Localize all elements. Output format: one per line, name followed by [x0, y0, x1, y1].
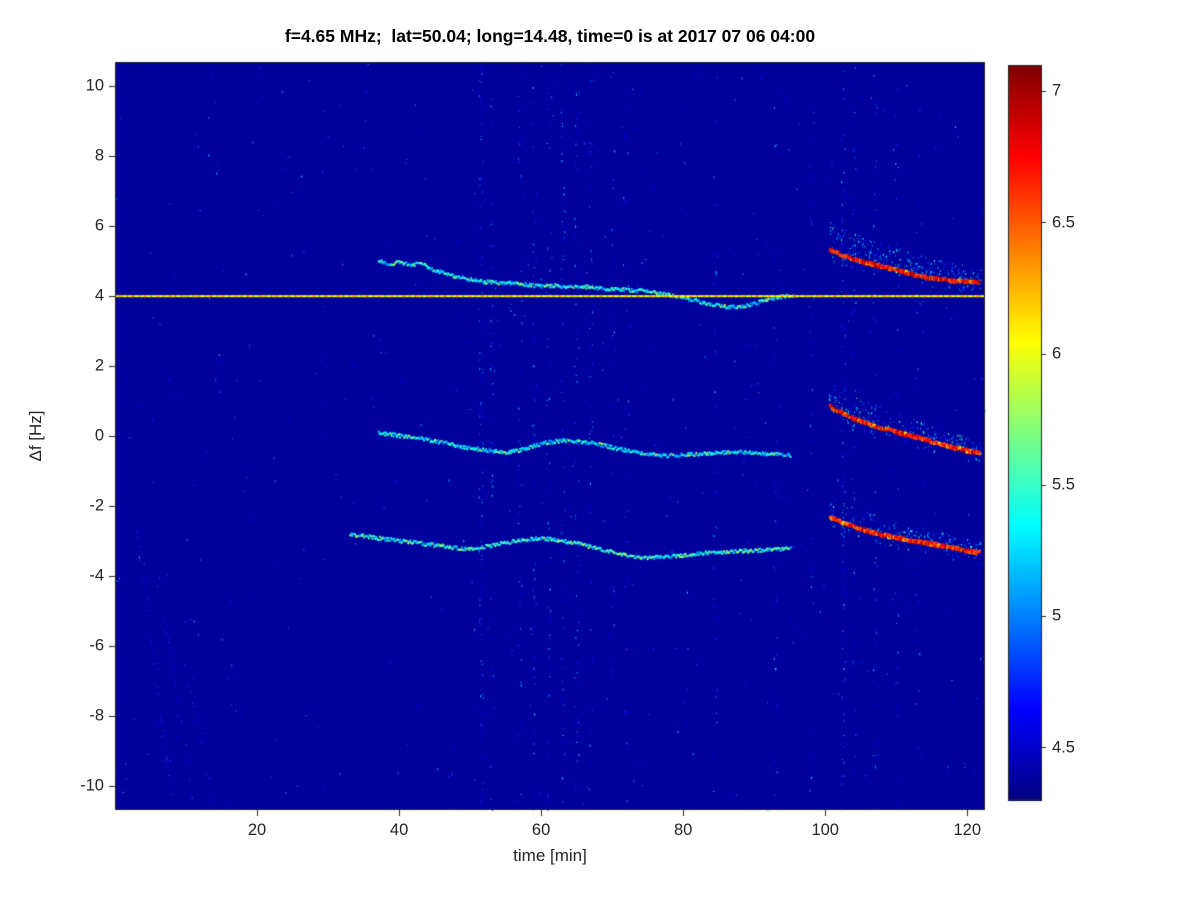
x-axis-label: time [min] [513, 846, 587, 865]
y-tick-label: 0 [94, 426, 104, 445]
chart-title: f=4.65 MHz; lat=50.04; long=14.48, time=… [284, 26, 816, 46]
y-tick-label: 6 [94, 216, 104, 235]
colorbar-tick-label: 7 [1052, 81, 1062, 100]
y-tick-label: -6 [89, 636, 104, 655]
y-tick-label: 4 [94, 286, 104, 305]
y-tick-label: -10 [80, 776, 104, 795]
y-axis-label: Δf [Hz] [26, 410, 45, 462]
colorbar-tick-label: 6 [1052, 344, 1062, 363]
x-tick-label: 80 [673, 821, 693, 839]
x-tick-label: 120 [953, 821, 981, 839]
x-tick-label: 20 [247, 821, 267, 839]
colorbar-tick-label: 6.5 [1052, 213, 1075, 231]
y-tick-label: -2 [89, 496, 104, 515]
x-tick-label: 100 [811, 821, 839, 839]
colorbar-tick-label: 5 [1052, 606, 1062, 625]
y-tick-label: -8 [89, 706, 104, 725]
y-tick-label: 10 [85, 76, 104, 95]
y-tick-label: -4 [89, 566, 104, 585]
colorbar-tick-label: 4.5 [1052, 738, 1075, 756]
x-tick-label: 40 [389, 821, 409, 839]
y-tick-label: 2 [94, 356, 104, 375]
x-tick-label: 60 [531, 821, 551, 839]
colorbar-tick-label: 5.5 [1052, 475, 1075, 494]
y-tick-label: 8 [94, 146, 104, 165]
